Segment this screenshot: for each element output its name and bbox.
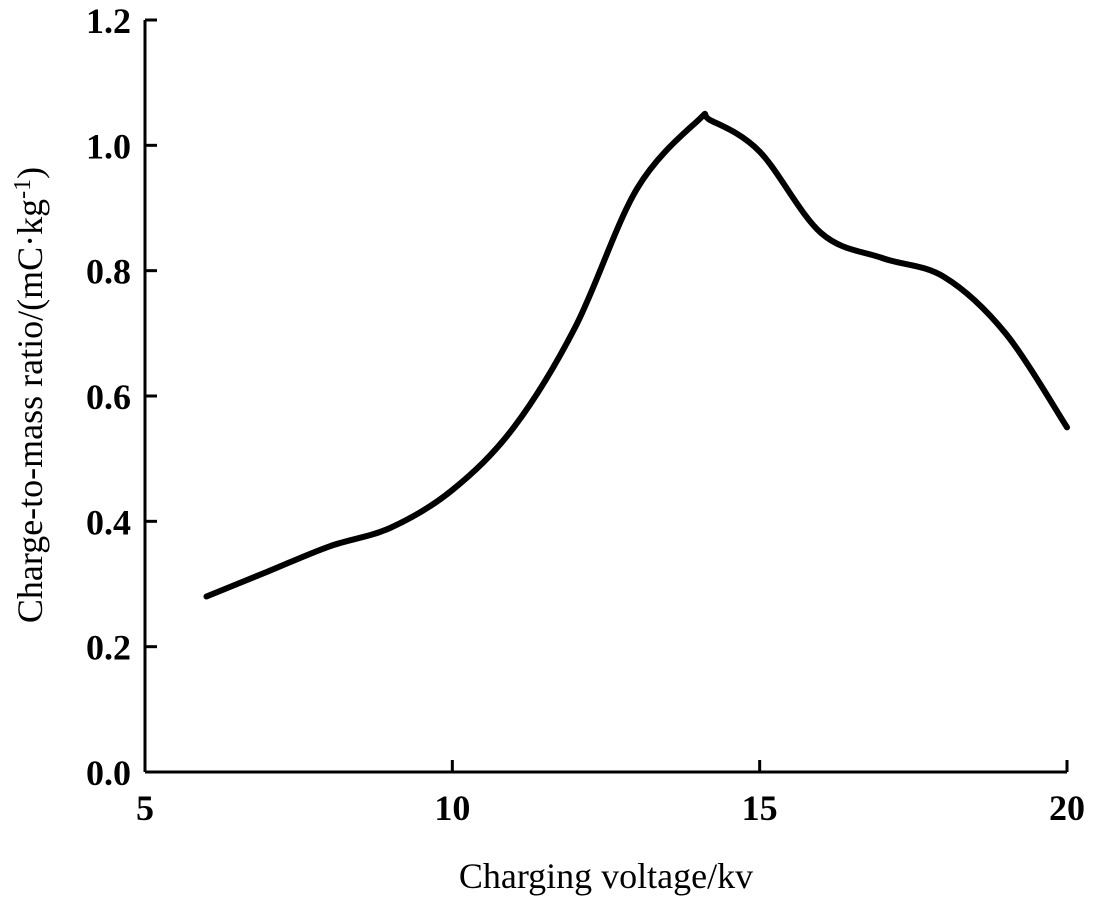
y-tick-label: 1.2	[86, 1, 131, 41]
x-tick-label: 15	[742, 788, 778, 828]
ticks	[143, 18, 1069, 774]
y-axis-label-main: Charge-to-mass ratio/(mC·kg	[10, 199, 50, 623]
y-axis-label: Charge-to-mass ratio/(mC·kg-1)	[10, 167, 50, 623]
y-tick-label: 0.8	[86, 252, 131, 292]
y-tick-label: 1.0	[86, 126, 131, 166]
y-tick-label: 0.6	[86, 377, 131, 417]
x-axis-label: Charging voltage/kv	[459, 856, 753, 896]
y-axis-label-close: )	[10, 167, 50, 179]
y-axis-label-superscript: -1	[10, 179, 36, 199]
y-tick-label: 0.0	[86, 753, 131, 793]
series-line	[203, 110, 1070, 600]
tick-labels: 0.0 0.2 0.4 0.6 0.8 1.0 1.2 5 10 15 20	[86, 1, 1085, 828]
x-tick-label: 5	[136, 788, 154, 828]
y-tick-label: 0.4	[86, 502, 131, 542]
y-tick-label: 0.2	[86, 628, 131, 668]
x-tick-label: 20	[1049, 788, 1085, 828]
axes	[143, 20, 1067, 774]
x-tick-label: 10	[434, 788, 470, 828]
